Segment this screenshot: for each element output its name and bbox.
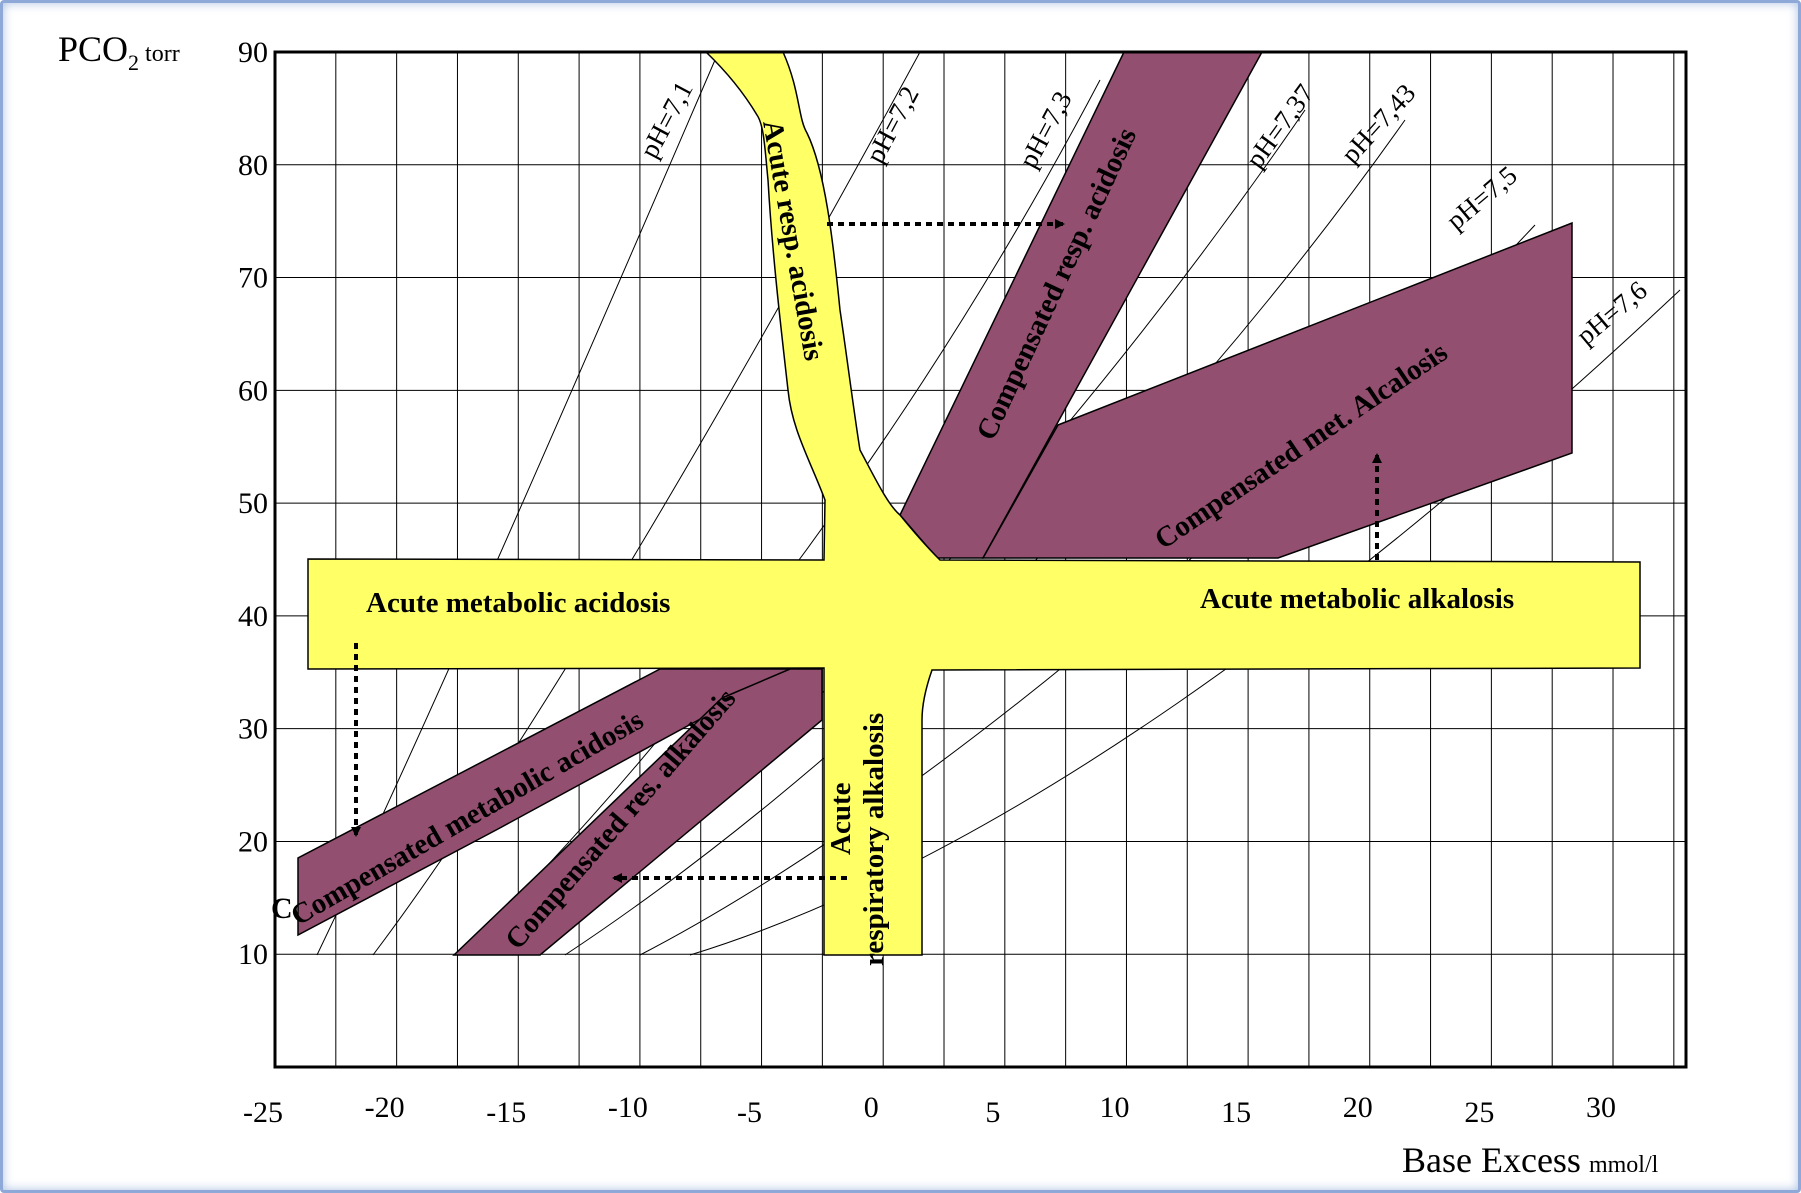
plot-border bbox=[273, 50, 1688, 1069]
label-respiratory-alkalosis: respiratory alkalosis bbox=[858, 713, 890, 966]
y-tick-label: 90 bbox=[238, 36, 268, 69]
x-tick-label: 10 bbox=[1099, 1091, 1129, 1124]
region-compensated-res-alkalosis bbox=[452, 668, 823, 956]
x-tick-label: -10 bbox=[608, 1091, 648, 1124]
x-tick-label: -20 bbox=[365, 1091, 405, 1124]
x-tick-label: 20 bbox=[1343, 1091, 1373, 1124]
label-acute-metabolic-acidosis: Acute metabolic acidosis bbox=[366, 587, 670, 619]
x-axis-title: Base Excess mmol/l bbox=[1402, 1140, 1659, 1180]
y-tick-label: 70 bbox=[238, 262, 268, 295]
y-tick-label: 80 bbox=[238, 149, 268, 182]
y-tick-label: 30 bbox=[238, 713, 268, 746]
x-tick-label: -15 bbox=[486, 1096, 526, 1129]
x-tick-label: 30 bbox=[1586, 1091, 1616, 1124]
y-tick-label: 50 bbox=[238, 487, 268, 520]
y-tick-label: 10 bbox=[238, 938, 268, 971]
y-tick-label: 20 bbox=[238, 825, 268, 858]
y-tick-label: 40 bbox=[238, 600, 268, 633]
compensated-regions bbox=[297, 51, 1573, 956]
region-acute-cross bbox=[307, 51, 1641, 956]
x-tick-label: -5 bbox=[737, 1096, 762, 1129]
edge-fragment-c: C bbox=[271, 892, 293, 925]
ph-label-7-3: pH=7,3 bbox=[1013, 86, 1078, 172]
region-compensated-met-alkalosis bbox=[981, 221, 1573, 559]
x-tick-labels: -25 -20 -15 -10 -5 0 5 10 15 20 25 30 bbox=[243, 1091, 1616, 1129]
ph-label-7-6: pH=7,6 bbox=[1571, 275, 1653, 351]
label-acute: Acute bbox=[825, 782, 857, 855]
y-tick-label: 60 bbox=[238, 374, 268, 407]
y-axis-title: PCO2 torr bbox=[58, 29, 180, 75]
x-tick-label: 15 bbox=[1221, 1096, 1251, 1129]
ph-label-7-2: pH=7,2 bbox=[860, 81, 925, 167]
acute-regions bbox=[307, 51, 1641, 956]
ph-label-7-5: pH=7,5 bbox=[1441, 160, 1523, 236]
x-tick-label: 25 bbox=[1464, 1096, 1494, 1129]
y-tick-labels: 90 80 70 60 50 40 30 20 10 bbox=[238, 36, 268, 971]
ph-label-7-37: pH=7,37 bbox=[1240, 79, 1320, 174]
x-tick-label: -25 bbox=[243, 1096, 283, 1129]
x-tick-label: 5 bbox=[985, 1096, 1000, 1129]
label-acute-metabolic-alkalosis: Acute metabolic alkalosis bbox=[1200, 583, 1514, 615]
ph-label-7-43: pH=7,43 bbox=[1335, 78, 1421, 169]
x-tick-label: 0 bbox=[864, 1091, 879, 1124]
